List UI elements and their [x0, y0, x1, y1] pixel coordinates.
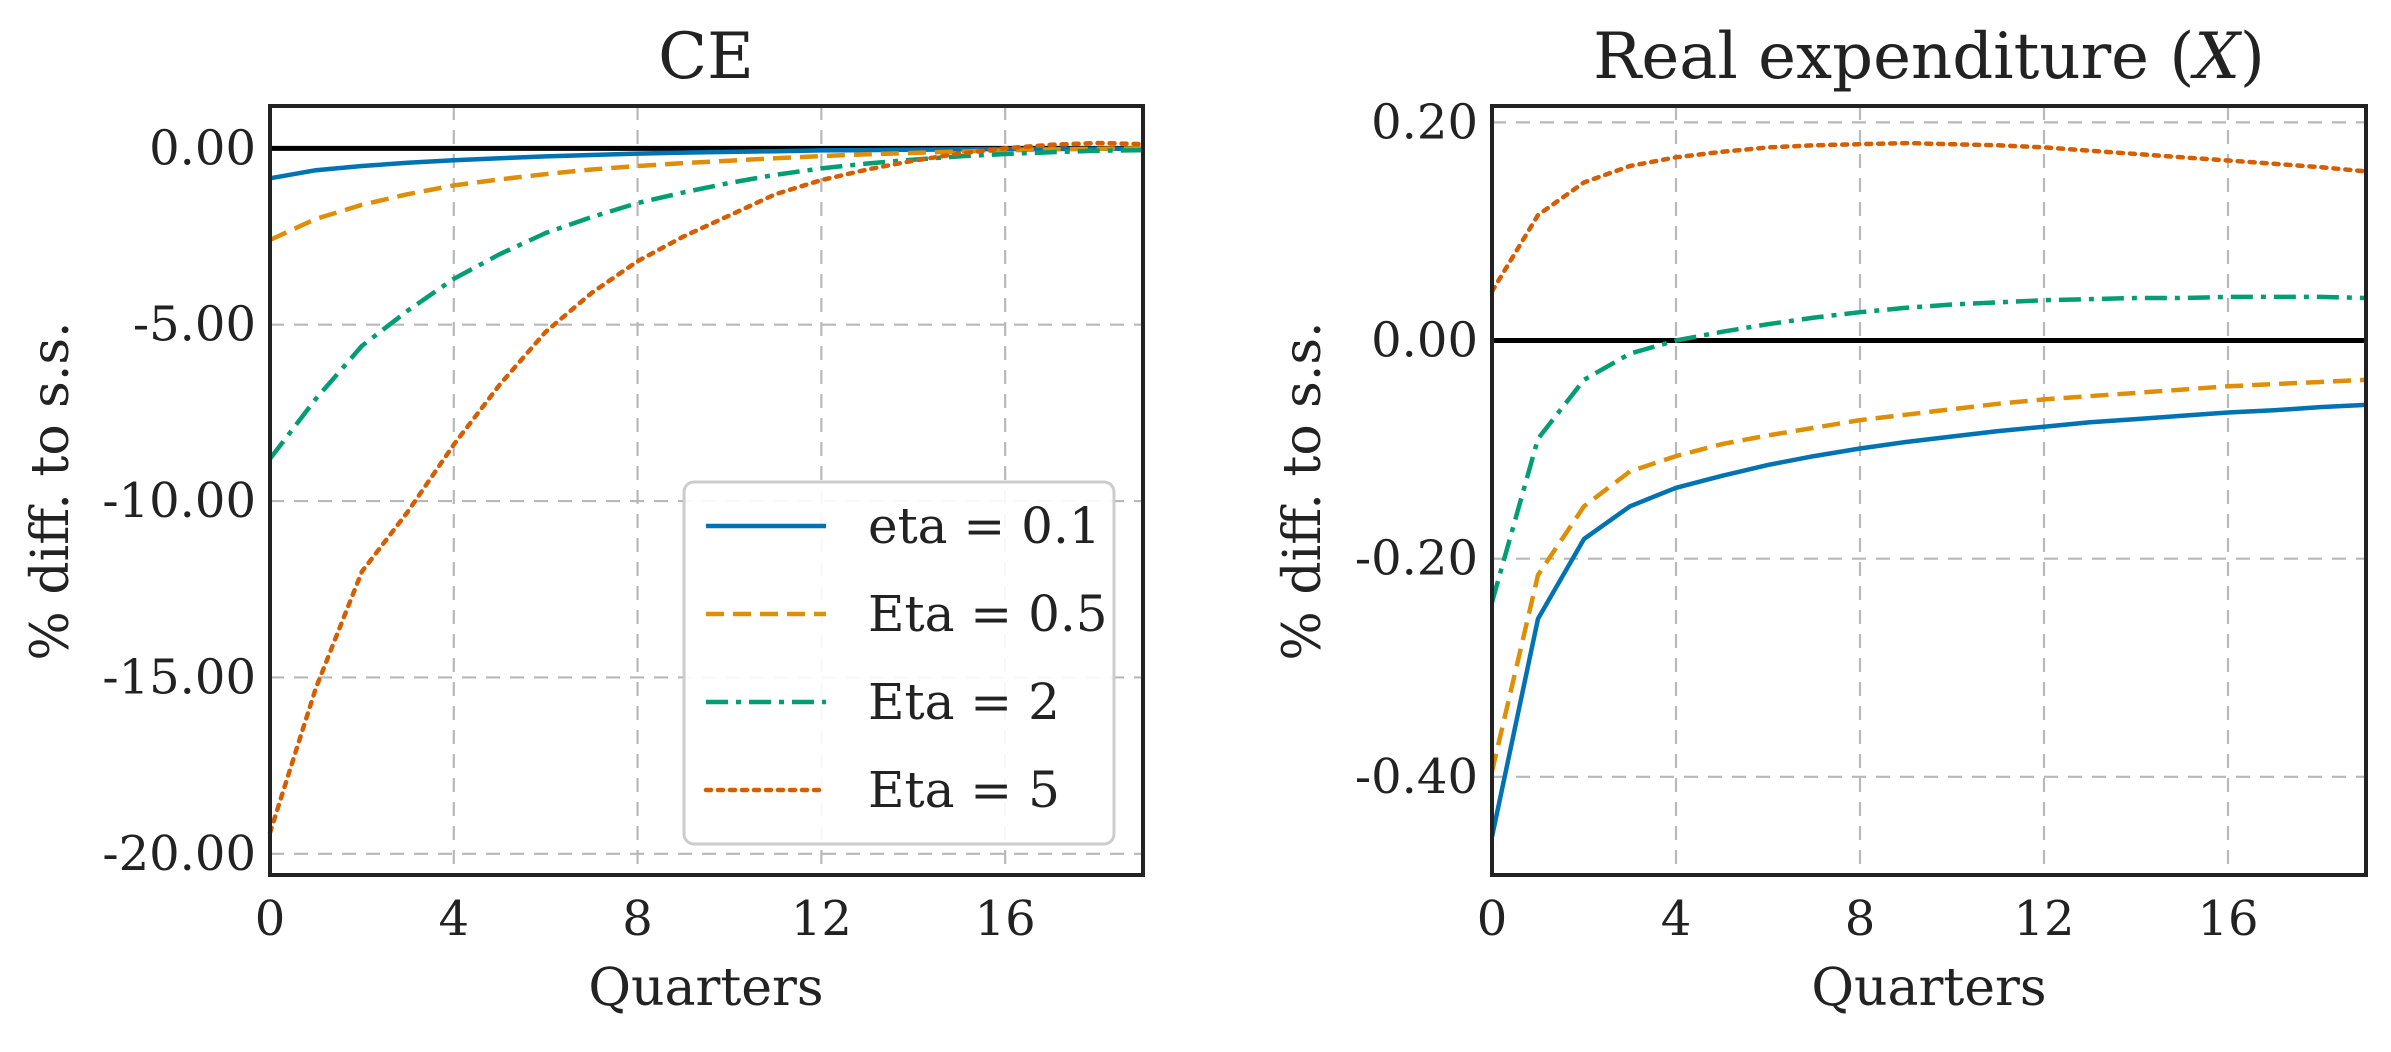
- real-expenditure-chart-title: Real expenditure (X): [1593, 20, 2265, 94]
- real-expenditure-series-line-eta-5: [1489, 140, 2369, 294]
- ce-chart-title: CE: [658, 20, 754, 94]
- real-expenditure-chart-grid: [1492, 106, 2366, 875]
- ce-x-ticks: 0 4 8 12 16: [255, 891, 1036, 947]
- ce-x-tick-label: 16: [975, 891, 1036, 947]
- legend-item-eta-2: Eta = 2: [706, 673, 1060, 731]
- ce-y-tick-label: -5.00: [133, 297, 256, 353]
- real-expenditure-x-tick-label: 4: [1661, 891, 1692, 947]
- legend-label-eta-0-1: eta = 0.1: [868, 497, 1101, 555]
- real-expenditure-x-tick-label: 8: [1845, 891, 1876, 947]
- legend-item-eta-0-5: Eta = 0.5: [706, 585, 1108, 643]
- real-expenditure-y-tick-label: 0.00: [1371, 313, 1478, 369]
- ce-y-axis-label: % diff. to s.s.: [21, 321, 81, 660]
- ce-series-line-eta-0-5: [269, 146, 1144, 243]
- ce-x-tick-label: 4: [439, 891, 470, 947]
- ce-chart-panel: CE 0 4 8 12 16 0.00 -5.00 -10.00 -15.00 -20.00 Q…: [21, 20, 1146, 1018]
- ce-y-tick-label: -15.00: [102, 649, 256, 705]
- ce-x-tick-label: 0: [255, 891, 286, 947]
- real-expenditure-x-axis-label: Quarters: [1811, 958, 2046, 1018]
- real-expenditure-x-tick-label: 12: [2013, 891, 2074, 947]
- ce-x-tick-label: 8: [622, 891, 653, 947]
- real-expenditure-y-tick-label: -0.20: [1355, 531, 1478, 587]
- legend-label-eta-2: Eta = 2: [868, 673, 1060, 731]
- legend-label-eta-0-5: Eta = 0.5: [868, 585, 1108, 643]
- real-expenditure-x-tick-label: 0: [1477, 891, 1508, 947]
- real-expenditure-series-line-eta-0-1: [1489, 402, 2367, 838]
- ce-series-line-eta-2: [268, 147, 1144, 461]
- real-expenditure-y-ticks: 0.20 0.00 -0.20 -0.40: [1355, 94, 1478, 804]
- ce-y-tick-label: -10.00: [102, 473, 256, 529]
- ce-y-ticks: 0.00 -5.00 -10.00 -15.00 -20.00: [102, 120, 256, 882]
- ce-y-tick-label: 0.00: [149, 120, 256, 176]
- ce-x-axis-label: Quarters: [588, 958, 823, 1018]
- real-expenditure-series-line-eta-2: [1489, 294, 2367, 603]
- real-expenditure-x-tick-label: 16: [2197, 891, 2258, 947]
- real-expenditure-chart-series: [1489, 140, 2369, 838]
- real-expenditure-y-tick-label: -0.40: [1355, 749, 1478, 805]
- real-expenditure-chart-frame: [1490, 104, 2368, 877]
- real-expenditure-y-axis-label: % diff. to s.s.: [1273, 321, 1333, 660]
- ce-chart-series: [267, 140, 1146, 835]
- legend-item-eta-5: Eta = 5: [703, 761, 1060, 819]
- real-expenditure-x-ticks: 0 4 8 12 16: [1477, 891, 2259, 947]
- legend-box: [682, 480, 1116, 846]
- ce-y-tick-label: -20.00: [102, 826, 256, 882]
- ce-series-line-eta-5: [267, 140, 1146, 835]
- real-expenditure-chart-panel: Real expenditure (X) 0 4 8 12 16 0.20 0.00 -0.…: [1273, 20, 2369, 1018]
- real-expenditure-y-tick-label: 0.20: [1371, 94, 1478, 150]
- legend-label-eta-5: Eta = 5: [868, 761, 1060, 819]
- legend: eta = 0.1 Eta = 0.5 Eta = 2 Eta = 5: [682, 480, 1116, 846]
- legend-item-eta-0-1: eta = 0.1: [706, 497, 1101, 555]
- ce-chart-frame: [268, 104, 1145, 877]
- ce-x-tick-label: 12: [791, 891, 852, 947]
